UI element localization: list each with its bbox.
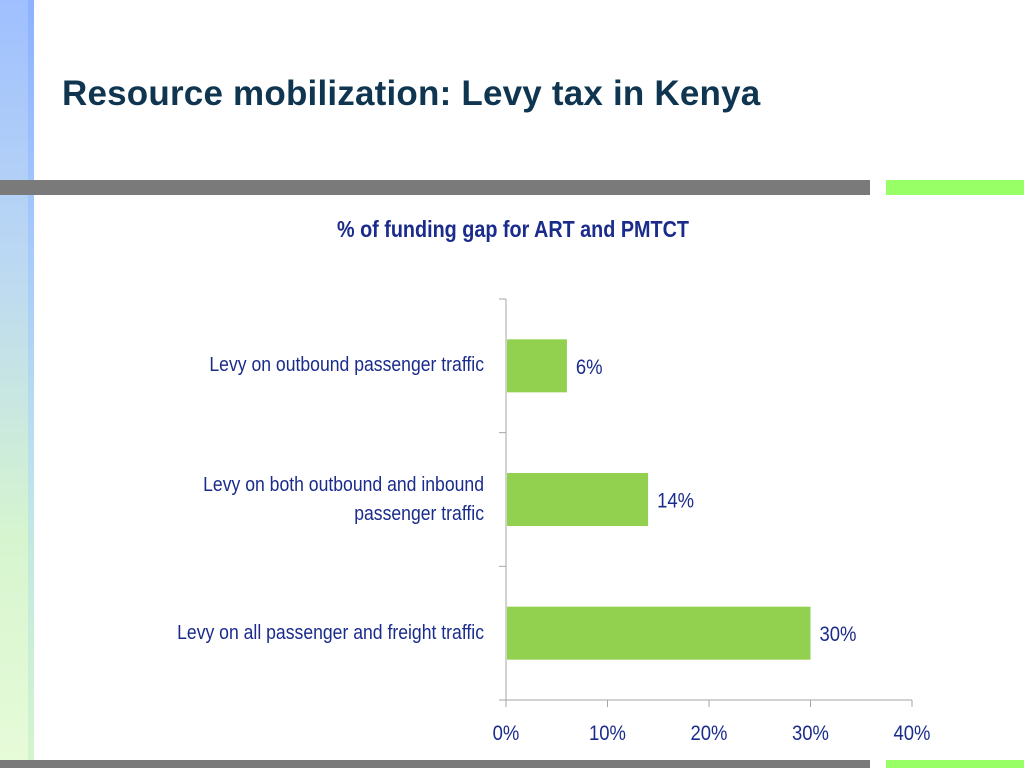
x-tick-label: 0% — [493, 722, 520, 745]
bar — [507, 473, 649, 526]
bar — [507, 606, 811, 660]
category-label-line: passenger traffic — [354, 502, 484, 525]
x-tick-label: 30% — [792, 722, 829, 745]
footer-rule-accent — [870, 760, 1024, 768]
side-accent-bar — [0, 0, 34, 768]
x-tick-label: 40% — [894, 722, 931, 745]
header-rule — [0, 180, 870, 195]
x-tick-label: 20% — [691, 722, 728, 745]
chart-title: % of funding gap for ART and PMTCT — [337, 216, 689, 242]
data-label: 14% — [657, 489, 694, 512]
category-label-line: Levy on both outbound and inbound — [203, 473, 484, 496]
x-tick-label: 10% — [589, 722, 626, 745]
bar — [507, 339, 567, 393]
data-label: 30% — [820, 623, 857, 646]
slide-title: Resource mobilization: Levy tax in Kenya — [62, 74, 761, 113]
data-label: 6% — [576, 356, 603, 379]
category-label: Levy on outbound passenger traffic — [114, 351, 484, 380]
category-label: Levy on both outbound and inbound passeng… — [114, 471, 484, 529]
category-label: Levy on all passenger and freight traffi… — [114, 619, 484, 648]
header-rule-accent — [870, 180, 1024, 195]
footer-rule — [0, 760, 870, 768]
category-label-line: Levy on all passenger and freight traffi… — [177, 621, 484, 644]
category-label-line: Levy on outbound passenger traffic — [209, 354, 484, 377]
